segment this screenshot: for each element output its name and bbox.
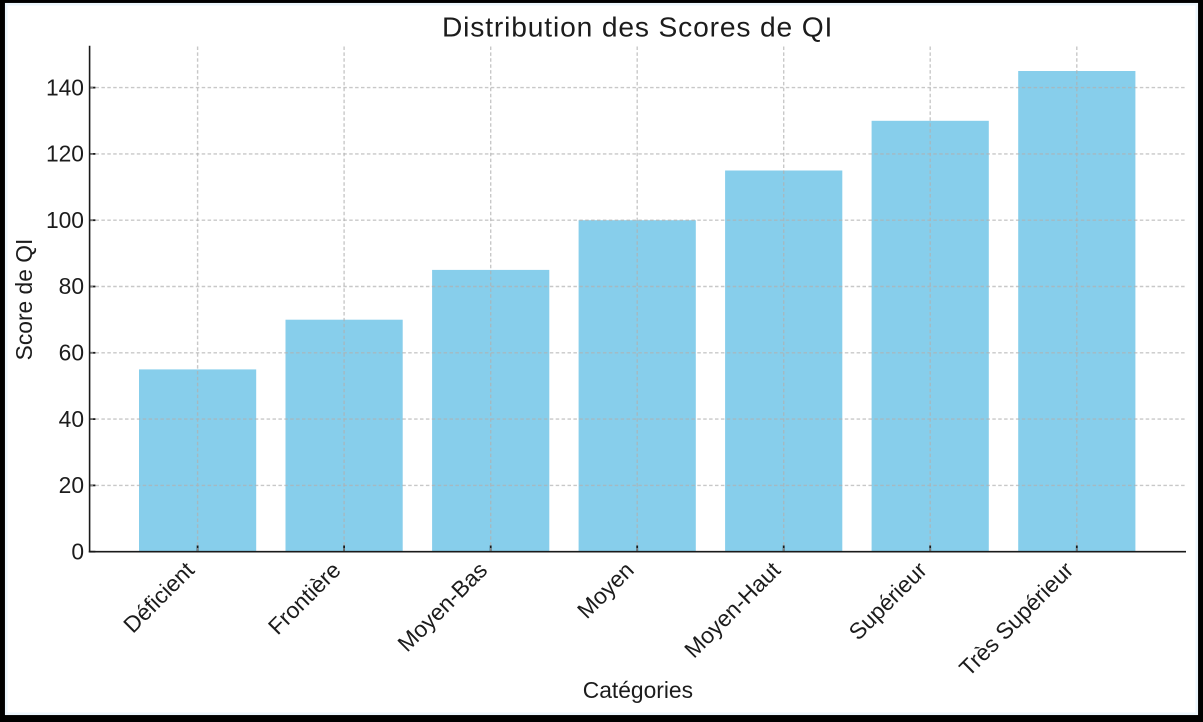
svg-text:80: 80: [59, 273, 84, 299]
svg-text:100: 100: [46, 207, 84, 233]
svg-text:Distribution des Scores de QI: Distribution des Scores de QI: [442, 11, 833, 43]
svg-text:20: 20: [59, 472, 84, 498]
svg-text:0: 0: [71, 538, 84, 564]
svg-text:Score de QI: Score de QI: [11, 239, 37, 361]
svg-text:Catégories: Catégories: [583, 677, 693, 703]
svg-text:60: 60: [59, 340, 84, 366]
svg-text:40: 40: [59, 406, 84, 432]
svg-text:140: 140: [46, 74, 84, 100]
svg-text:120: 120: [46, 141, 84, 167]
